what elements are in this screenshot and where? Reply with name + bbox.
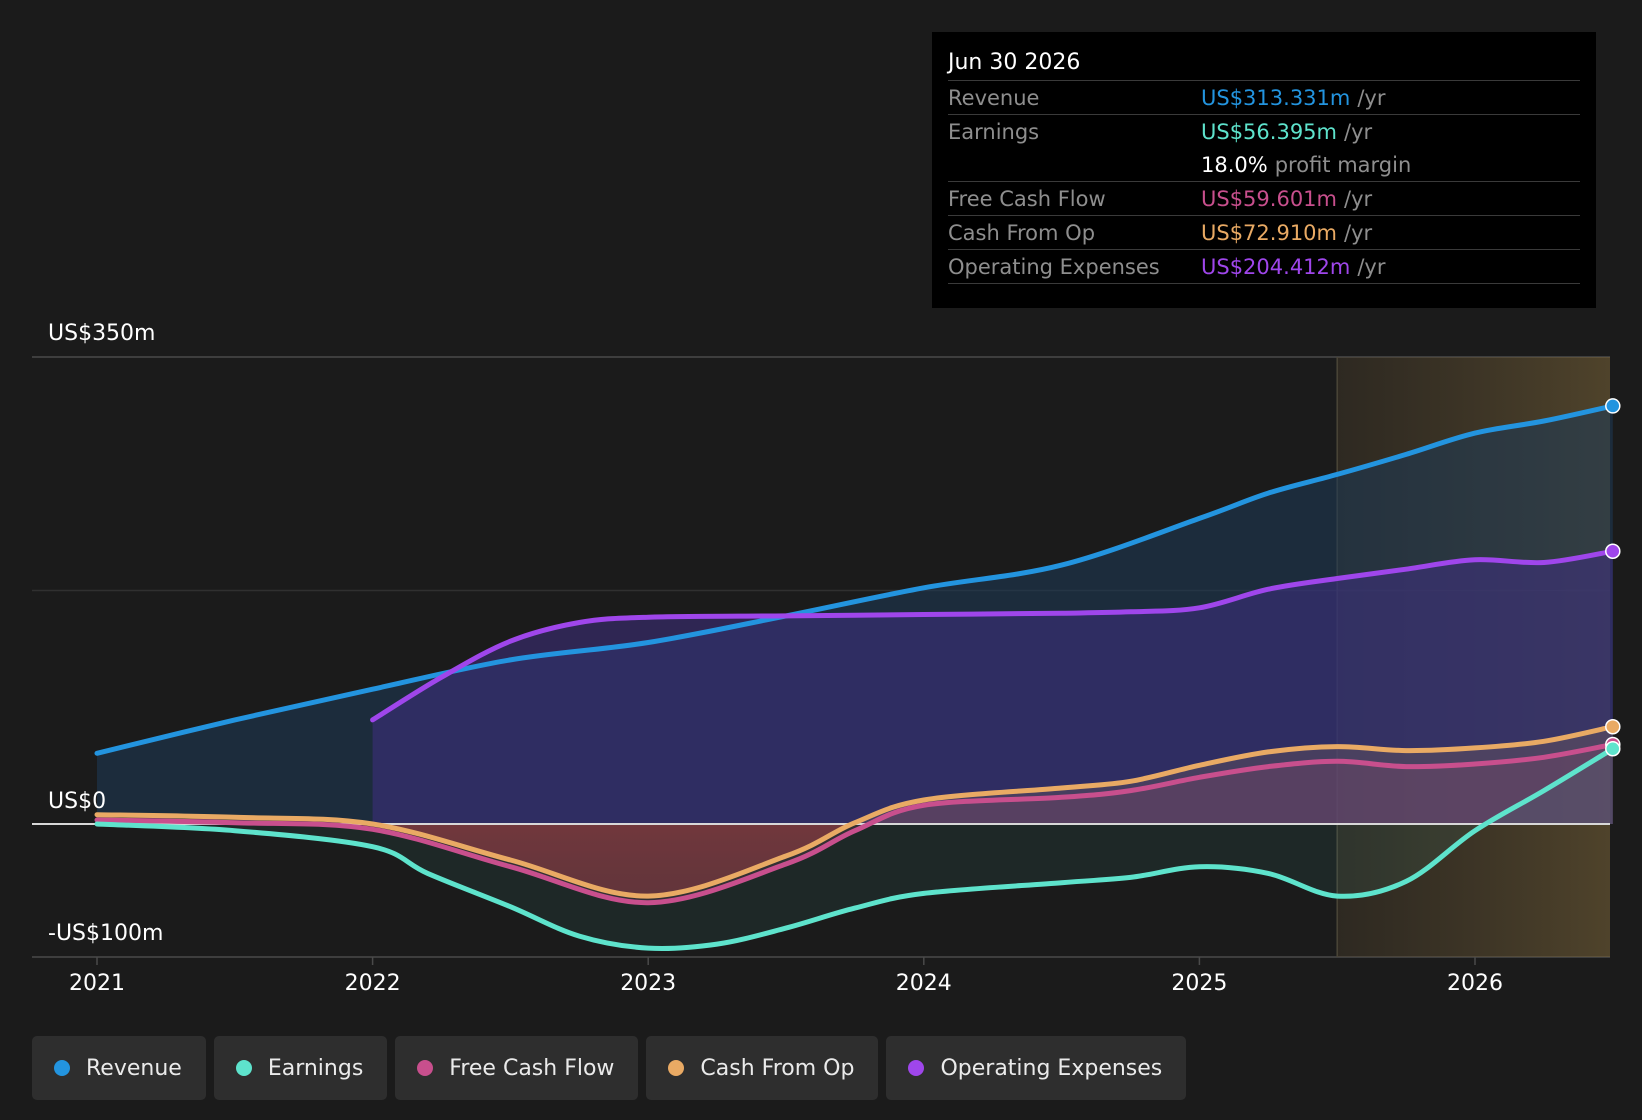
- tooltip-label: Earnings: [948, 119, 1040, 144]
- tooltip-unit: /yr: [1344, 186, 1373, 211]
- tooltip-row-earnings: Earnings US$56.395m /yr: [948, 114, 1580, 148]
- end-markers: [1605, 398, 1621, 757]
- earnings-area: [97, 748, 1613, 949]
- tooltip-value: US$59.601m: [1201, 186, 1337, 211]
- earnings-end-marker: [1605, 741, 1621, 757]
- x-tick-label: 2026: [1447, 971, 1503, 996]
- tooltip-value: US$313.331m: [1201, 85, 1351, 110]
- tooltip-row-operating-expenses: Operating Expenses US$204.412m /yr: [948, 249, 1580, 283]
- tooltip-label: Free Cash Flow: [948, 186, 1106, 211]
- tooltip-divider: [948, 283, 1580, 284]
- revenue-end-marker: [1605, 398, 1621, 414]
- axis-labels: US$350m US$0 -US$100m 2021 2022 2023 2024 2025 2…: [48, 321, 1503, 996]
- tooltip-value: US$204.412m: [1201, 254, 1351, 279]
- series-lines: [94, 403, 1616, 951]
- tooltip-label: Revenue: [948, 85, 1040, 110]
- free-cash-flow-area: [97, 744, 1613, 903]
- tooltip-row-revenue: Revenue US$313.331m /yr: [948, 80, 1580, 114]
- legend-label: Free Cash Flow: [449, 1055, 615, 1081]
- legend-label: Earnings: [267, 1055, 364, 1081]
- earnings-dot-icon: [235, 1060, 252, 1076]
- tooltip-unit: /yr: [1344, 119, 1373, 144]
- tooltip-row-free-cash-flow: Free Cash Flow US$59.601m /yr: [948, 181, 1580, 215]
- cash-from-op-line: [94, 724, 1616, 899]
- revenue-line: [94, 403, 1616, 756]
- profit-margin-value: 18.0%: [1201, 152, 1268, 177]
- revenue-dot-icon: [54, 1060, 70, 1076]
- tooltip-label: Cash From Op: [948, 220, 1096, 245]
- legend-item-free-cash-flow[interactable]: Free Cash Flow: [395, 1036, 639, 1100]
- y-tick-label: -US$100m: [48, 921, 163, 946]
- tooltip-unit: /yr: [1357, 254, 1386, 279]
- series-areas: [97, 405, 1613, 949]
- legend-item-revenue[interactable]: Revenue: [32, 1036, 206, 1100]
- free-cash-flow-dot-icon: [417, 1060, 434, 1076]
- cash-from-op-end-marker: [1605, 718, 1621, 735]
- tooltip-unit: /yr: [1357, 85, 1386, 110]
- tooltip-value: US$72.910m: [1201, 220, 1337, 245]
- tooltip: Jun 30 2026 Revenue US$313.331m /yr Earn…: [932, 32, 1596, 308]
- tooltip-value: US$56.395m: [1201, 119, 1337, 144]
- x-tick-label: 2021: [69, 971, 125, 996]
- legend-item-earnings[interactable]: Earnings: [213, 1036, 388, 1100]
- tooltip-row-margin: 18.0% profit margin: [948, 148, 1580, 181]
- operating-expenses-end-marker: [1605, 543, 1621, 560]
- tooltip-unit: /yr: [1344, 220, 1373, 245]
- tooltip-date: Jun 30 2026: [948, 50, 1081, 75]
- earnings-line: [94, 746, 1616, 951]
- legend-label: Operating Expenses: [940, 1055, 1163, 1081]
- profit-margin-label: profit margin: [1274, 152, 1412, 177]
- cash-from-op-dot-icon: [668, 1060, 685, 1076]
- legend-item-cash-from-op[interactable]: Cash From Op: [646, 1036, 879, 1100]
- x-tick-label: 2022: [345, 971, 401, 996]
- y-tick-label: US$0: [48, 789, 106, 814]
- y-tick-label: US$350m: [48, 321, 156, 346]
- tooltip-label: Operating Expenses: [948, 254, 1160, 279]
- x-tick-label: 2024: [896, 971, 952, 996]
- negative-cash-area: [97, 824, 1613, 897]
- legend-item-operating-expenses[interactable]: Operating Expenses: [886, 1036, 1187, 1100]
- free-cash-flow-line: [94, 742, 1616, 906]
- operating-expenses-area: [372, 551, 1613, 824]
- legend: Revenue Earnings Free Cash Flow Cash Fro…: [32, 1036, 1194, 1100]
- operating-expenses-dot-icon: [908, 1060, 925, 1076]
- legend-label: Revenue: [86, 1055, 182, 1081]
- legend-label: Cash From Op: [700, 1055, 855, 1081]
- operating-expenses-line: [370, 548, 1616, 723]
- tooltip-row-cash-from-op: Cash From Op US$72.910m /yr: [948, 215, 1580, 249]
- x-tick-label: 2023: [620, 971, 676, 996]
- x-tick-label: 2025: [1171, 971, 1227, 996]
